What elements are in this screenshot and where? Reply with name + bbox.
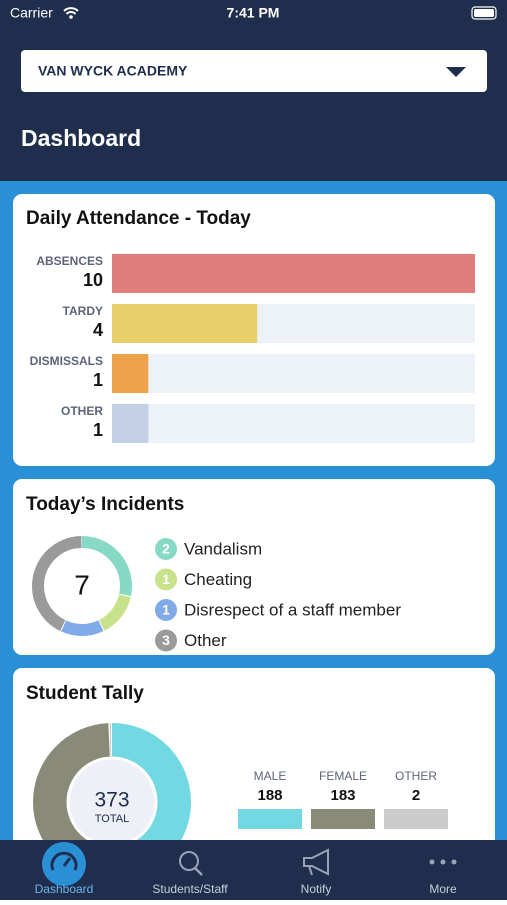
bar [112,354,149,393]
school-name: VAN WYCK ACADEMY [38,63,188,79]
row-value: 4 [93,320,103,340]
row-value: 1 [93,420,103,440]
incident-label: Other [184,631,227,650]
incident-label: Cheating [184,570,252,589]
more-dot [451,859,457,865]
incidents-card [13,479,495,655]
more-dot [429,859,435,865]
row-label: TARDY [63,304,103,318]
school-dropdown[interactable] [21,50,487,92]
donut-segment [32,536,132,636]
donut-segment [32,536,132,636]
card-title: Today’s Incidents [26,494,184,515]
tab-label[interactable]: Students/Staff [152,882,228,896]
row-value: 10 [83,270,103,290]
tally-total-label: TOTAL [95,813,129,825]
tab-label[interactable]: More [429,882,457,896]
battery [471,6,497,20]
tab-label[interactable]: Dashboard [35,882,94,896]
dashboard-needle [62,857,72,867]
wifi-dot [69,15,73,19]
group-label: OTHER [395,769,437,783]
tally-total: 373 [94,789,129,812]
bar-track [112,404,475,443]
more-dot [440,859,446,865]
group-swatch [384,809,448,829]
wifi-icon [63,7,79,15]
row-label: DISMISSALS [30,354,103,368]
bar-track [112,354,475,393]
carrier: Carrier [10,5,53,21]
megaphone-icon [303,848,329,876]
bar [112,304,258,343]
incident-count: 1 [162,602,170,618]
group-label: FEMALE [319,769,367,783]
row-label: ABSENCES [36,254,103,268]
card-title: Student Tally [26,683,144,704]
count-badge [155,599,177,621]
incident-total: 7 [74,569,90,600]
group-swatch [311,809,375,829]
count-badge [155,568,177,591]
battery-level [474,9,494,17]
incident-label: Disrespect of a staff member [184,600,401,619]
group-label: MALE [254,769,287,783]
incident-count: 3 [162,632,170,648]
row-label: OTHER [61,404,103,418]
dashboard-icon [50,851,78,871]
search-handle [194,867,203,876]
tab-label[interactable]: Notify [301,882,332,896]
incident-label: Vandalism [184,539,262,558]
incident-count: 2 [162,541,170,557]
bar [112,254,475,293]
count-badge [155,629,177,652]
dropdown-arrow [446,67,466,77]
bar [112,404,149,443]
card-title: Daily Attendance - Today [26,208,251,229]
incident-count: 1 [162,571,170,587]
group-count: 2 [412,787,420,804]
group-count: 188 [257,787,282,804]
group-count: 183 [330,787,355,804]
row-value: 1 [93,370,103,390]
donut-segment [32,536,132,636]
donut-segment [33,723,191,881]
clock: 7:41 PM [227,5,280,21]
search-icon [179,851,199,871]
group-swatch [238,809,302,829]
count-badge [155,538,177,560]
page-title: Dashboard [21,125,141,151]
